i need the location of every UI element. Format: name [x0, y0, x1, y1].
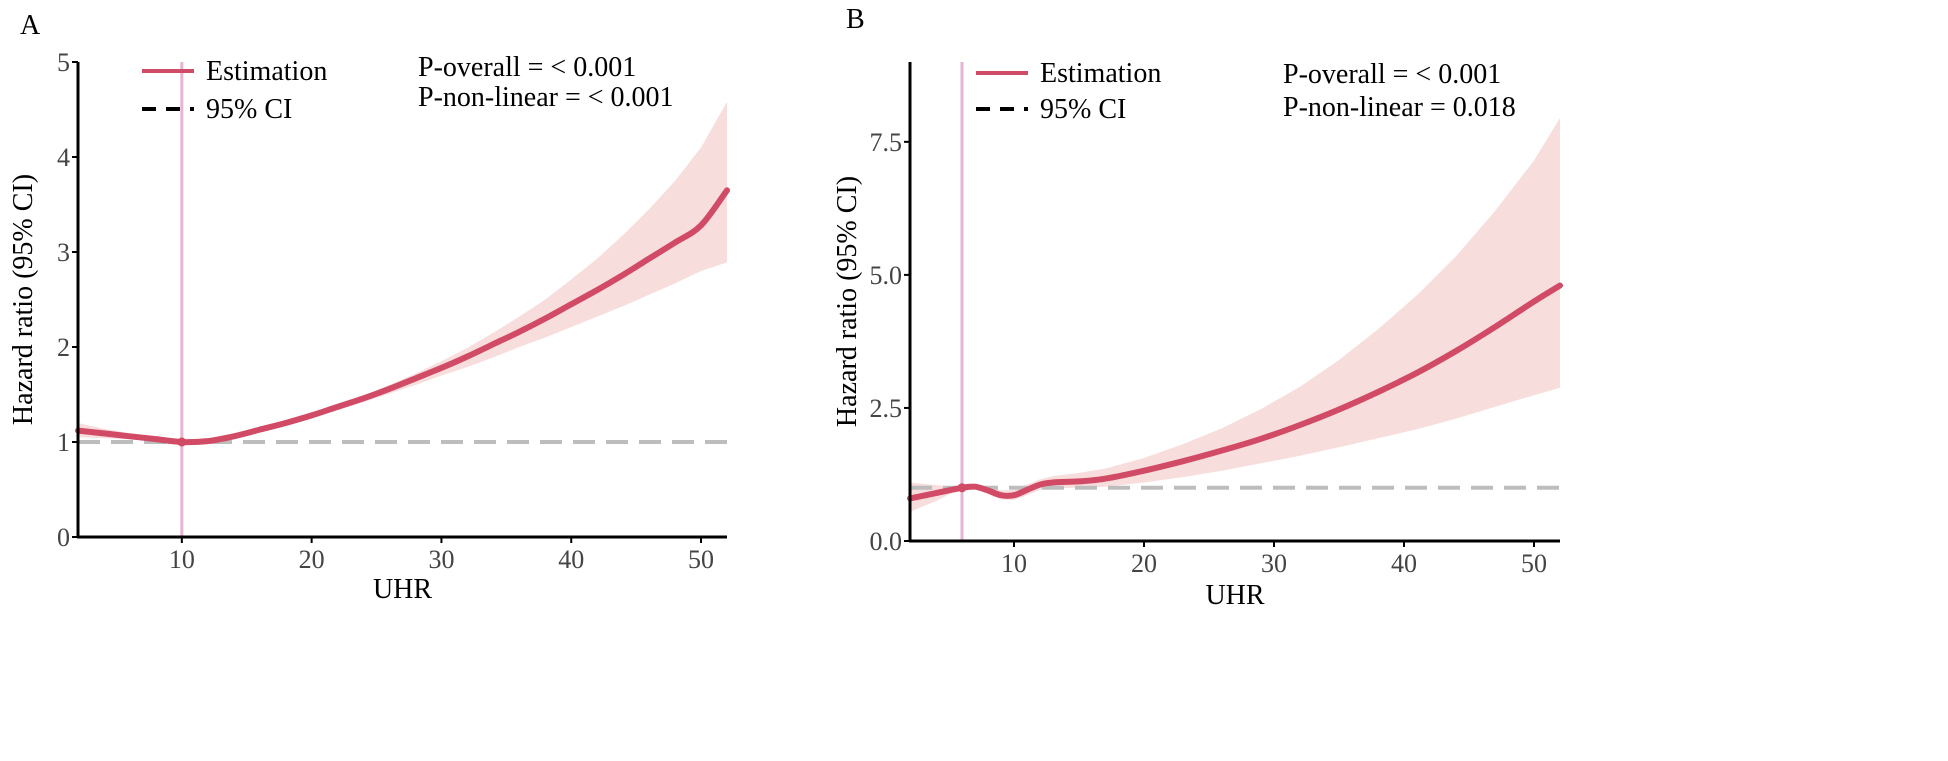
reference-point [957, 483, 967, 493]
legend-estimation-label: Estimation [1040, 58, 1161, 89]
legend: Estimation 95% CI [142, 56, 327, 125]
x-tick-label: 30 [428, 545, 454, 574]
p-overall-text: P-overall = < 0.001 [418, 52, 636, 83]
panel-a: A 0 1 2 3 4 5 10 20 30 40 50 UHR Hazard ratio (95% CI… [8, 10, 730, 605]
y-tick-label: 0 [57, 523, 70, 552]
y-tick-label: 3 [57, 238, 70, 267]
x-tick-label: 20 [299, 545, 325, 574]
x-tick-label: 30 [1261, 549, 1287, 578]
y-tick-label: 4 [57, 143, 70, 172]
x-tick-label: 40 [1391, 549, 1417, 578]
y-tick-label: 1 [57, 428, 70, 457]
ci-band [78, 101, 727, 443]
y-tick-label: 2 [57, 333, 70, 362]
y-tick-label: 7.5 [870, 128, 903, 157]
y-tick-label: 5 [57, 48, 70, 77]
ci-band [910, 117, 1560, 512]
y-tick-label: 5.0 [870, 261, 903, 290]
y-axis-label: Hazard ratio (95% CI) [832, 176, 863, 427]
x-axis-label: UHR [1205, 580, 1264, 611]
figure: A 0 1 2 3 4 5 10 20 30 40 50 UHR Hazard ratio (95% CI… [8, 4, 1563, 611]
estimation-line [907, 282, 1563, 502]
x-axis-label: UHR [373, 574, 432, 605]
x-tick-label: 40 [558, 545, 584, 574]
p-overall-text: P-overall = < 0.001 [1283, 59, 1501, 90]
p-non-linear-text: P-non-linear = < 0.001 [418, 82, 674, 113]
x-tick-label: 50 [1521, 549, 1547, 578]
p-non-linear-text: P-non-linear = 0.018 [1283, 92, 1516, 123]
legend-estimation-label: Estimation [206, 56, 327, 87]
x-tick-label: 10 [1001, 549, 1027, 578]
panel-letter: A [20, 10, 41, 41]
legend: Estimation 95% CI [976, 58, 1161, 125]
estimation-line [75, 187, 730, 446]
y-tick-label: 2.5 [870, 394, 903, 423]
y-axis-label: Hazard ratio (95% CI) [8, 174, 39, 425]
x-tick-label: 20 [1131, 549, 1157, 578]
x-tick-label: 50 [688, 545, 714, 574]
reference-point [177, 437, 187, 447]
panel-letter: B [846, 4, 865, 35]
legend-ci-label: 95% CI [1040, 94, 1126, 125]
panel-b: B 0.0 2.5 5.0 7.5 10 20 30 40 50 UHR Hazard ratio (… [832, 4, 1563, 611]
legend-ci-label: 95% CI [206, 94, 292, 125]
x-tick-label: 10 [169, 545, 195, 574]
y-tick-label: 0.0 [870, 527, 903, 556]
